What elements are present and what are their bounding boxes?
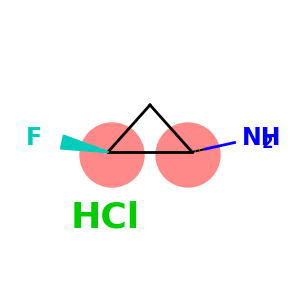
Text: NH: NH <box>242 126 281 150</box>
Circle shape <box>80 123 144 187</box>
Text: HCl: HCl <box>70 201 140 235</box>
Polygon shape <box>61 135 108 152</box>
Text: F: F <box>26 126 42 150</box>
Circle shape <box>156 123 220 187</box>
Text: 2: 2 <box>262 134 274 152</box>
